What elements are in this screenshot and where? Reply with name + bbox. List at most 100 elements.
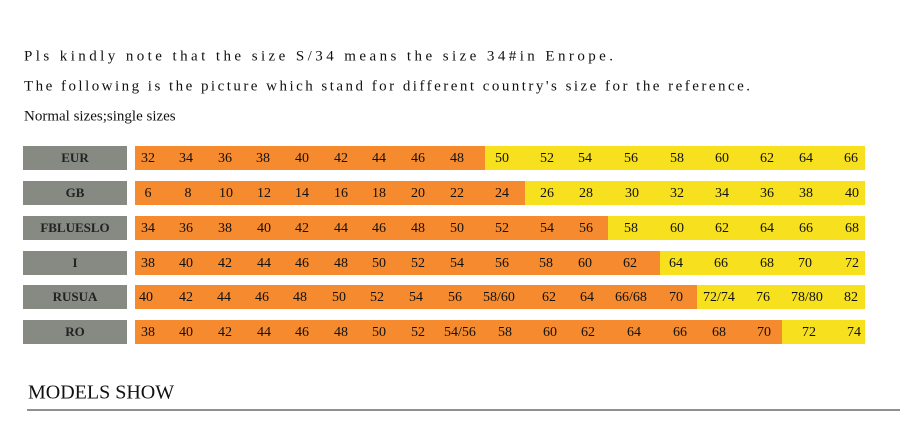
size-cell: 12 (257, 186, 271, 201)
size-cell: 22 (450, 186, 464, 201)
size-cell: 60 (715, 151, 729, 166)
size-cell: 68 (712, 325, 726, 340)
section-title: MODELS SHOW (28, 382, 174, 404)
size-cell: 68 (845, 221, 859, 236)
size-cell: 44 (334, 221, 348, 236)
size-cell: 38 (799, 186, 813, 201)
size-cell: 44 (257, 256, 271, 271)
size-cell: 70 (798, 256, 812, 271)
size-cell: 58 (670, 151, 684, 166)
size-cell: 52 (411, 325, 425, 340)
size-cell: 10 (219, 186, 233, 201)
size-cell: 56 (579, 221, 593, 236)
size-cell: 50 (372, 325, 386, 340)
size-cell: 40 (139, 290, 153, 305)
size-cell: 40 (257, 221, 271, 236)
size-cell: 42 (179, 290, 193, 305)
size-cell: 48 (293, 290, 307, 305)
size-cell: 46 (295, 325, 309, 340)
row-label: GB (66, 185, 85, 200)
row-label-box (23, 251, 127, 275)
size-cell: 64 (760, 221, 774, 236)
size-cell: 54 (450, 256, 464, 271)
size-cell: 40 (845, 186, 859, 201)
row-band-orange (135, 320, 782, 344)
size-cell: 78/80 (791, 290, 823, 305)
row-label-box (23, 285, 127, 309)
row-band-orange (135, 285, 697, 309)
size-cell: 62 (760, 151, 774, 166)
size-cell: 66 (844, 151, 858, 166)
size-cell: 62 (715, 221, 729, 236)
size-cell: 64 (799, 151, 813, 166)
size-cell: 52 (411, 256, 425, 271)
size-cell: 54/56 (444, 325, 476, 340)
size-cell: 34 (141, 221, 155, 236)
size-cell: 60 (670, 221, 684, 236)
size-cell: 58/60 (483, 290, 515, 305)
note-line: Pls kindly note that the size S/34 means… (24, 48, 613, 64)
size-cell: 62 (542, 290, 556, 305)
size-cell: 46 (255, 290, 269, 305)
size-cell: 24 (495, 186, 509, 201)
size-cell: 42 (218, 256, 232, 271)
size-cell: 34 (715, 186, 729, 201)
size-cell: 20 (411, 186, 425, 201)
size-cell: 76 (756, 290, 770, 305)
note-line: Normal sizes;single sizes (24, 108, 176, 124)
size-cell: 68 (760, 256, 774, 271)
size-cell: 64 (627, 325, 641, 340)
size-cell: 46 (411, 151, 425, 166)
size-cell: 64 (580, 290, 594, 305)
size-cell: 60 (543, 325, 557, 340)
size-cell: 26 (540, 186, 554, 201)
row-label-box (23, 181, 127, 205)
size-cell: 40 (179, 325, 193, 340)
size-cell: 42 (218, 325, 232, 340)
size-cell: 62 (581, 325, 595, 340)
size-cell: 42 (334, 151, 348, 166)
row-label-box (23, 216, 127, 240)
size-cell: 32 (141, 151, 155, 166)
size-cell: 50 (332, 290, 346, 305)
size-cell: 32 (670, 186, 684, 201)
size-cell: 46 (295, 256, 309, 271)
row-band-orange (135, 146, 485, 170)
row-label: RUSUA (53, 289, 98, 304)
size-cell: 54 (409, 290, 423, 305)
size-cell: 48 (334, 325, 348, 340)
size-cell: 8 (185, 186, 192, 201)
size-cell: 16 (334, 186, 348, 201)
size-cell: 36 (218, 151, 232, 166)
size-cell: 44 (372, 151, 386, 166)
size-cell: 58 (624, 221, 638, 236)
size-cell: 60 (578, 256, 592, 271)
size-cell: 58 (498, 325, 512, 340)
size-cell: 48 (411, 221, 425, 236)
size-cell: 72 (845, 256, 859, 271)
size-cell: 40 (295, 151, 309, 166)
size-cell: 70 (757, 325, 771, 340)
size-cell: 38 (256, 151, 270, 166)
size-cell: 72/74 (703, 290, 735, 305)
size-cell: 38 (141, 256, 155, 271)
size-cell: 30 (625, 186, 639, 201)
size-cell: 42 (295, 221, 309, 236)
size-cell: 56 (448, 290, 462, 305)
size-cell: 56 (495, 256, 509, 271)
size-cell: 70 (669, 290, 683, 305)
row-band-orange (135, 216, 608, 240)
row-label: RO (65, 324, 85, 339)
row-label: EUR (61, 150, 89, 165)
size-cell: 40 (179, 256, 193, 271)
row-band-orange (135, 251, 660, 275)
size-cell: 58 (539, 256, 553, 271)
size-cell: 6 (145, 186, 152, 201)
note-line: The following is the picture which stand… (24, 78, 750, 94)
size-cell: 18 (372, 186, 386, 201)
size-cell: 74 (847, 325, 861, 340)
size-cell: 66 (673, 325, 687, 340)
size-cell: 50 (495, 151, 509, 166)
row-label-box (23, 146, 127, 170)
